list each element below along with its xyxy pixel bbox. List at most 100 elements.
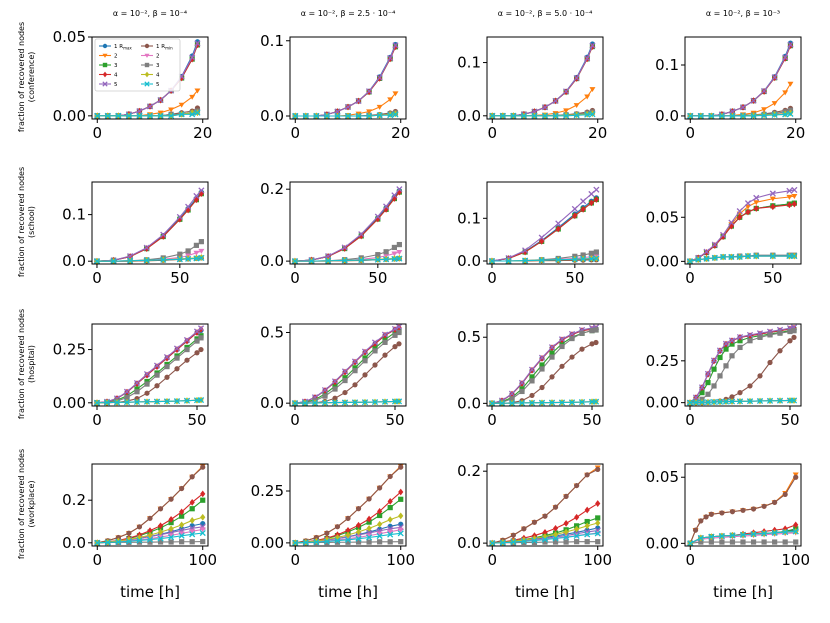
data-point (382, 339, 388, 345)
data-point (548, 344, 556, 351)
panel-conference-col3: 0 20 0.0 0.1 (457, 36, 607, 142)
data-point (183, 336, 191, 344)
series-5 (686, 186, 798, 265)
y-tick-label: 0.05 (646, 468, 679, 486)
data-point (750, 112, 757, 120)
data-point (552, 504, 559, 510)
data-point (194, 88, 201, 94)
series-5 (687, 41, 794, 120)
y-tick-label: 0.0 (62, 534, 86, 552)
y-tick-label: 0.0 (457, 252, 481, 270)
data-point (144, 381, 150, 387)
data-point (341, 399, 349, 406)
data-point (381, 398, 389, 405)
data-point (342, 377, 348, 384)
data-point (377, 485, 383, 491)
data-point (193, 255, 200, 262)
y-tick-label: 0.0 (457, 107, 481, 125)
panel-school-col2: 0 50 0.0 0.2 (260, 180, 407, 287)
data-point (708, 533, 715, 540)
data-point (769, 196, 776, 202)
data-point (134, 389, 140, 395)
data-point (728, 337, 736, 344)
x-tick-label: 0 (685, 269, 695, 287)
data-point (358, 231, 365, 238)
data-point (331, 399, 339, 406)
data-point (787, 41, 794, 48)
series-10 (94, 529, 206, 546)
data-point (584, 111, 591, 118)
legend-entry-10: 5 (141, 81, 160, 88)
data-point (704, 370, 712, 377)
data-point (392, 43, 399, 51)
data-point (133, 398, 141, 406)
data-point (198, 335, 204, 341)
data-point (593, 196, 599, 203)
data-point (711, 254, 718, 261)
series-3 (687, 43, 794, 119)
legend-label: 2 (156, 54, 160, 60)
ylabel-school-line1: fraction of recovered nodes (17, 167, 26, 277)
data-point (125, 112, 132, 119)
data-point (559, 363, 565, 369)
data-point (488, 257, 496, 265)
series-1 (292, 41, 399, 119)
data-point (127, 253, 134, 260)
legend-marker (102, 53, 108, 58)
data-point (584, 518, 590, 525)
data-point (520, 112, 527, 119)
data-point (160, 233, 166, 240)
data-point (710, 398, 718, 406)
data-point (103, 399, 111, 406)
data-point (362, 372, 368, 378)
data-point (313, 534, 319, 541)
legend-entry-9: 4 (141, 71, 160, 79)
data-point (563, 539, 569, 545)
legend-label: 3 (114, 63, 118, 69)
data-point (311, 399, 319, 406)
data-point (146, 536, 154, 543)
data-point (179, 485, 185, 492)
data-point (574, 513, 580, 521)
axes-frame (684, 181, 802, 265)
data-point (520, 538, 527, 545)
data-point (786, 201, 792, 209)
data-point (698, 384, 706, 391)
data-point (555, 256, 562, 263)
series-8 (687, 539, 799, 546)
data-point (584, 506, 590, 514)
series-10 (686, 253, 798, 265)
axes-frame (289, 463, 407, 547)
data-point (584, 94, 591, 100)
data-point (396, 329, 402, 336)
panel-hospital-col2: 0 50 0.0 0.5 (260, 323, 407, 429)
legend-label: 4 (156, 73, 160, 79)
panels: 0 200.000.050 200.00.10 200.00.10 200.00.10 5… (53, 28, 810, 569)
data-point (377, 512, 383, 519)
legend-entry-2: 2 (99, 54, 118, 60)
data-point (200, 497, 206, 503)
y-tick-label: 0.5 (260, 323, 284, 341)
data-point (168, 515, 174, 523)
data-point (698, 518, 704, 524)
data-point (387, 516, 393, 524)
data-point (786, 187, 793, 194)
data-point (395, 323, 403, 330)
data-point (377, 539, 383, 545)
legend-entry-5: 5 (99, 81, 118, 88)
axes-frame (486, 323, 604, 407)
data-point (173, 345, 181, 352)
data-point (782, 90, 789, 96)
data-point (580, 255, 587, 262)
series-6 (489, 339, 599, 406)
y-tick-label: 0.00 (646, 252, 679, 270)
data-point (740, 539, 746, 545)
data-point (193, 192, 200, 200)
data-point (736, 398, 744, 405)
data-point (786, 253, 793, 260)
data-point (750, 531, 757, 538)
series-10 (489, 530, 601, 547)
data-point (189, 517, 195, 524)
data-point (321, 399, 329, 406)
